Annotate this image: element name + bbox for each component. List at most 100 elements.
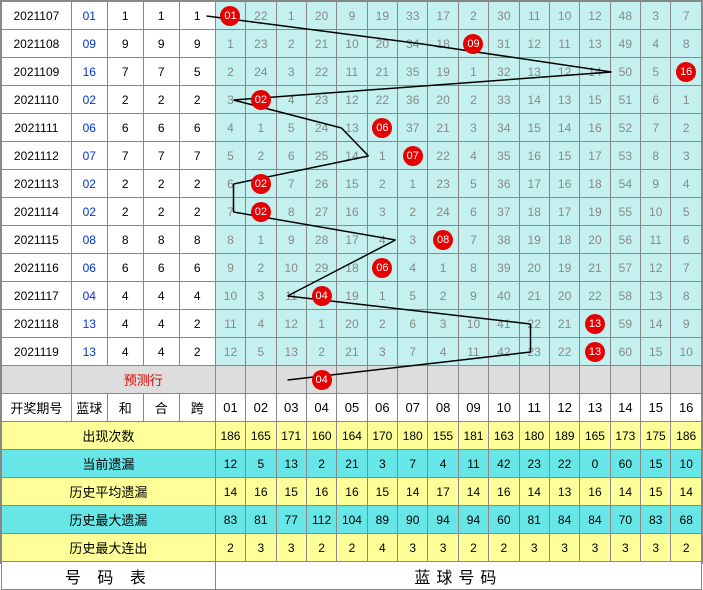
ball-cell: 1 [367, 282, 397, 310]
ball-cell: 14 [519, 86, 549, 114]
ball-cell: 3 [367, 338, 397, 366]
ball-mark: 13 [585, 342, 605, 362]
ball-cell: 2 [458, 2, 488, 30]
ball-cell: 58 [610, 282, 640, 310]
ball-cell: 4 [458, 142, 488, 170]
main-cell: 8 [179, 226, 215, 254]
stat-cell: 160 [306, 422, 336, 450]
ball-cell: 4 [367, 226, 397, 254]
issue-cell: 2021117 [2, 282, 72, 310]
header-cell: 开奖期号 [2, 394, 72, 422]
main-cell: 1 [179, 2, 215, 30]
ball-cell: 10 [549, 2, 579, 30]
ball-cell-marked: 04 [306, 282, 336, 310]
stat-cell: 3 [276, 534, 306, 562]
header-ball-cell: 13 [580, 394, 610, 422]
ball-cell: 10 [641, 198, 671, 226]
stat-cell: 7 [398, 450, 428, 478]
ball-cell: 36 [489, 170, 519, 198]
stat-cell: 22 [549, 450, 579, 478]
stat-cell: 68 [671, 506, 702, 534]
stat-cell: 3 [641, 534, 671, 562]
ball-cell-marked: 02 [246, 86, 276, 114]
pred-cell [428, 366, 458, 394]
ball-cell: 7 [641, 114, 671, 142]
ball-cell: 1 [367, 142, 397, 170]
lottery-table-container: 2021107011110122120919331723011101248372… [0, 0, 703, 564]
main-cell: 7 [143, 142, 179, 170]
footer-right: 蓝球号码 [215, 562, 701, 590]
header-ball-cell: 03 [276, 394, 306, 422]
ball-cell: 15 [337, 170, 367, 198]
ball-cell: 15 [641, 338, 671, 366]
ball-cell: 21 [337, 338, 367, 366]
ball-cell: 2 [367, 170, 397, 198]
ball-cell: 14 [580, 58, 610, 86]
ball-cell: 3 [458, 114, 488, 142]
main-cell: 04 [71, 282, 107, 310]
ball-cell: 48 [610, 2, 640, 30]
ball-cell: 8 [276, 198, 306, 226]
ball-cell: 3 [367, 198, 397, 226]
ball-cell: 20 [549, 282, 579, 310]
ball-cell: 20 [367, 30, 397, 58]
ball-cell: 21 [367, 58, 397, 86]
ball-cell: 34 [398, 30, 428, 58]
main-cell: 1 [107, 2, 143, 30]
ball-cell: 3 [276, 58, 306, 86]
header-ball-cell: 10 [489, 394, 519, 422]
stat-label: 历史平均遗漏 [2, 478, 216, 506]
pred-cell [610, 366, 640, 394]
stat-cell: 164 [337, 422, 367, 450]
ball-cell: 3 [671, 142, 702, 170]
ball-cell: 2 [367, 310, 397, 338]
ball-cell: 14 [337, 142, 367, 170]
prediction-label: 预测行 [71, 366, 215, 394]
ball-cell: 33 [489, 86, 519, 114]
ball-cell: 3 [215, 86, 245, 114]
ball-cell: 24 [306, 114, 336, 142]
ball-cell: 23 [519, 338, 549, 366]
main-cell: 2 [179, 198, 215, 226]
ball-cell: 5 [398, 282, 428, 310]
ball-cell: 18 [337, 254, 367, 282]
stat-cell: 83 [215, 506, 245, 534]
stat-cell: 163 [489, 422, 519, 450]
ball-cell: 20 [519, 254, 549, 282]
main-cell: 02 [71, 170, 107, 198]
stat-cell: 15 [276, 478, 306, 506]
ball-mark: 06 [372, 118, 392, 138]
ball-cell: 12 [276, 310, 306, 338]
ball-cell: 12 [549, 58, 579, 86]
ball-cell: 30 [489, 2, 519, 30]
ball-cell-marked: 09 [458, 30, 488, 58]
ball-cell: 22 [246, 2, 276, 30]
main-cell: 6 [179, 114, 215, 142]
stat-cell: 84 [580, 506, 610, 534]
ball-cell: 1 [215, 30, 245, 58]
ball-cell: 17 [337, 226, 367, 254]
main-cell: 2 [107, 86, 143, 114]
stat-cell: 16 [337, 478, 367, 506]
ball-cell: 33 [398, 2, 428, 30]
ball-cell: 7 [671, 254, 702, 282]
main-cell: 7 [143, 58, 179, 86]
pred-cell [580, 366, 610, 394]
stat-cell: 173 [610, 422, 640, 450]
stat-cell: 15 [641, 478, 671, 506]
ball-cell: 7 [215, 198, 245, 226]
header-ball-cell: 05 [337, 394, 367, 422]
stat-cell: 13 [549, 478, 579, 506]
stat-cell: 16 [580, 478, 610, 506]
main-cell: 4 [107, 338, 143, 366]
pred-cell [276, 366, 306, 394]
pred-cell [671, 366, 702, 394]
ball-cell: 8 [671, 282, 702, 310]
ball-cell: 1 [671, 86, 702, 114]
ball-cell: 21 [306, 30, 336, 58]
ball-cell: 13 [641, 282, 671, 310]
main-cell: 4 [143, 338, 179, 366]
ball-cell: 22 [428, 142, 458, 170]
ball-cell: 19 [337, 282, 367, 310]
pred-cell [458, 366, 488, 394]
